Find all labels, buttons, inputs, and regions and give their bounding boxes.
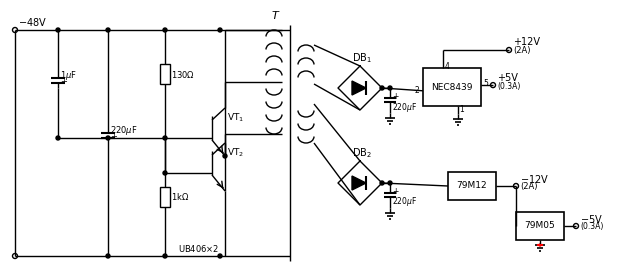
Text: (2A): (2A) [513,46,530,54]
Text: +5V: +5V [497,73,518,83]
Circle shape [380,86,384,90]
Circle shape [106,136,110,140]
Polygon shape [352,81,366,95]
Bar [448,172,496,200]
Text: +12V: +12V [513,37,540,47]
Circle shape [223,154,227,158]
Circle shape [388,181,392,185]
Bar [160,64,170,84]
Circle shape [13,254,18,259]
Circle shape [388,86,392,90]
Text: T: T [272,11,279,21]
Text: VT$_2$: VT$_2$ [227,147,244,159]
Circle shape [106,254,110,258]
Text: 5: 5 [483,79,488,88]
Text: 79M05: 79M05 [525,222,556,230]
Text: +: + [110,131,117,140]
Text: NEC8439: NEC8439 [431,83,472,91]
Polygon shape [352,176,366,190]
Text: 1k$\Omega$: 1k$\Omega$ [171,192,189,202]
Text: 220$\mu$F: 220$\mu$F [392,101,417,113]
Text: (0.3A): (0.3A) [497,82,520,91]
Bar [516,212,564,240]
Text: 130$\Omega$: 130$\Omega$ [171,68,195,80]
Text: DB$_1$: DB$_1$ [352,51,372,65]
Circle shape [56,28,60,32]
Circle shape [490,83,495,88]
Text: +: + [392,187,398,195]
Text: 1$\mu$F: 1$\mu$F [60,68,77,81]
Text: 220$\mu$F: 220$\mu$F [392,195,417,208]
Text: (0.3A): (0.3A) [580,222,603,232]
Circle shape [13,28,18,33]
Text: 4: 4 [444,61,449,71]
Circle shape [163,136,167,140]
Text: (2A): (2A) [520,182,537,192]
Circle shape [163,28,167,32]
Text: VT$_1$: VT$_1$ [227,112,244,124]
Text: $-$5V: $-$5V [580,213,603,225]
Circle shape [163,254,167,258]
Circle shape [507,48,512,53]
Text: 220$\mu$F: 220$\mu$F [110,123,138,136]
Text: 1: 1 [459,105,464,113]
Circle shape [163,171,167,175]
Circle shape [56,136,60,140]
Text: $-$48V: $-$48V [18,16,47,28]
Circle shape [380,181,384,185]
Circle shape [539,244,541,246]
Text: UB406$\times$2: UB406$\times$2 [178,242,219,254]
Text: 79M12: 79M12 [457,182,487,190]
Circle shape [573,224,578,229]
Circle shape [218,28,222,32]
Text: 2: 2 [414,86,419,95]
Circle shape [514,183,519,188]
Text: DB$_2$: DB$_2$ [352,146,372,160]
Text: +: + [60,76,67,86]
Circle shape [106,28,110,32]
Circle shape [218,254,222,258]
Bar [423,68,481,106]
Bar [160,187,170,207]
Text: $-$12V: $-$12V [520,173,549,185]
Circle shape [514,184,518,188]
Text: +: + [392,91,398,101]
